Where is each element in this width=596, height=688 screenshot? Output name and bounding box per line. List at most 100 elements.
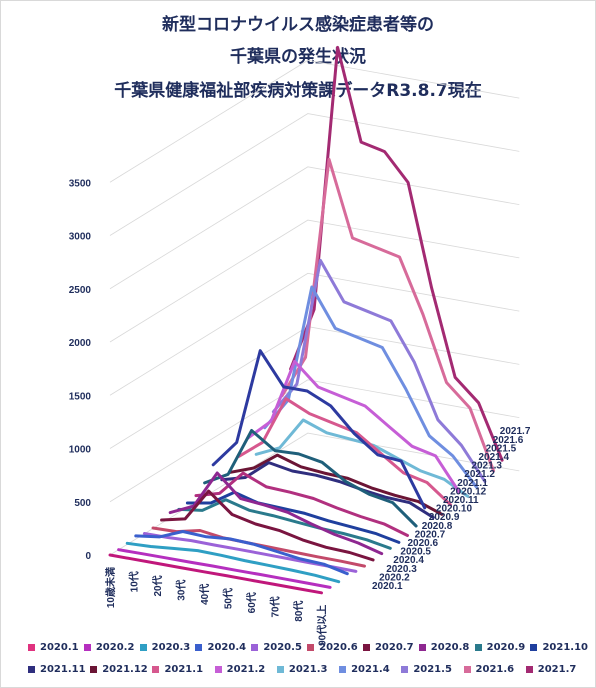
legend-label: 2021.2 <box>226 663 266 675</box>
depth-tick-label: 2020.6 <box>408 538 439 549</box>
y-tick-label: 3000 <box>69 232 92 243</box>
depth-tick-label: 2021.6 <box>493 435 524 446</box>
series-line-2021.7 <box>263 285 478 489</box>
legend-item: 2020.5 <box>251 642 307 653</box>
depth-axis-ticks: 2020.12020.22020.32020.42020.52020.62020… <box>372 426 531 592</box>
depth-tick-label: 2020.12 <box>450 486 487 497</box>
series-line-2020.12 <box>203 429 418 528</box>
legend-item: 2021.6 <box>463 663 526 675</box>
legend-label: 2020.4 <box>207 641 247 653</box>
x-tick-label: 60代 <box>245 592 258 613</box>
depth-tick-label: 2020.1 <box>372 581 403 592</box>
series-line-2020.3 <box>125 541 341 584</box>
legend-label: 2020.6 <box>319 641 358 653</box>
legend-swatch <box>251 643 259 651</box>
depth-tick-label: 2020.3 <box>386 564 417 575</box>
legend-item: 2020.1 <box>28 642 84 653</box>
gridline <box>109 219 520 343</box>
depth-tick-label: 2020.8 <box>422 521 453 532</box>
y-tick-label: 2500 <box>69 285 92 296</box>
series-lines <box>108 45 504 595</box>
legend-swatch <box>362 643 370 651</box>
depth-tick-label: 2020.2 <box>379 572 410 583</box>
legend-label: 2020.9 <box>486 641 526 653</box>
legend-item: 2020.4 <box>195 642 251 653</box>
legend-label: 2020.5 <box>263 641 302 653</box>
legend-item: 2021.12 <box>90 664 152 675</box>
legend-label: 2021.5 <box>413 663 452 675</box>
legend-swatch <box>418 643 426 651</box>
depth-tick-label: 2020.9 <box>429 512 460 523</box>
y-tick-label: 500 <box>74 498 91 509</box>
depth-tick-label: 2020.11 <box>443 495 479 506</box>
legend-label: 2021.6 <box>475 663 515 675</box>
y-axis-ticks: 0 500 1000 1500 2000 2500 3000 3500 <box>69 178 92 562</box>
series-line-2020.1 <box>108 553 323 595</box>
legend-swatch <box>339 665 347 673</box>
y-tick-label: 1000 <box>69 445 92 456</box>
depth-tick-label: 2021.4 <box>479 452 510 463</box>
legend-label: 2020.3 <box>151 641 191 653</box>
series-line-2020.11 <box>194 471 409 537</box>
legend-swatch <box>28 643 35 651</box>
legend-label: 2021.11 <box>40 663 86 675</box>
series-line-2021.5 <box>246 359 461 494</box>
chart-title-line-2: 千葉県の発生状況 <box>230 47 366 67</box>
legend-item: 2020.7 <box>362 641 419 653</box>
legend-swatch <box>525 665 533 673</box>
series-line-2020.9 <box>177 498 392 550</box>
legend-item: 2020.8 <box>418 641 475 653</box>
x-tick-label: 10歳未満 <box>104 567 117 608</box>
legend-row: 2020.1 2020.2 2020.3 2020.4 2020.5 2020.6 2020… <box>28 636 588 658</box>
legend-item: 2020.3 <box>139 641 196 653</box>
depth-tick-label: 2021.1 <box>457 478 488 489</box>
legend-item: 2021.11 <box>28 664 90 675</box>
legend-label: 2021.4 <box>351 663 390 675</box>
legend-label: 2020.7 <box>374 641 414 653</box>
gridline <box>109 59 520 183</box>
x-tick-label: 30代 <box>175 580 188 601</box>
depth-tick-label: 2021.5 <box>486 443 517 454</box>
legend-swatch <box>90 665 98 673</box>
legend-swatch <box>307 643 315 651</box>
legend-item: 2021.2 <box>214 663 277 675</box>
x-tick-label: 10代 <box>128 571 141 592</box>
x-tick-label: 20代 <box>151 575 164 596</box>
legend-item: 2021.10 <box>530 642 588 653</box>
gridline <box>109 113 520 236</box>
legend-swatch <box>276 665 284 673</box>
depth-tick-label: 2021.3 <box>471 461 502 472</box>
series-line-2020.4 <box>134 530 349 576</box>
chart-title-line-3: 千葉県健康福祉部疾病対策課データR3.8.7現在 <box>114 81 482 101</box>
legend-swatch <box>401 665 409 673</box>
legend-swatch <box>139 643 147 651</box>
legend-label: 2021.12 <box>102 663 148 675</box>
legend-item: 2021.4 <box>339 664 401 675</box>
x-tick-label: 40代 <box>198 584 211 605</box>
legend-item: 2021.5 <box>401 664 463 675</box>
gridline <box>109 432 520 556</box>
legend-item: 2021.1 <box>152 664 214 675</box>
x-axis-ticks: 10歳未満 10代 20代 30代 40代 50代 60代 70代 80代 90代以上 <box>104 567 329 646</box>
depth-tick-label: 2020.4 <box>393 555 424 566</box>
depth-tick-label: 2021.2 <box>464 469 495 480</box>
legend-swatch <box>152 665 160 673</box>
legend-item: 2020.6 <box>307 642 363 653</box>
series-line-2021.1 <box>211 349 427 510</box>
legend-label: 2020.2 <box>95 641 135 653</box>
legend-label: 2020.8 <box>430 641 470 653</box>
chart-title-line-1: 新型コロナウイルス感染症患者等の <box>162 15 434 35</box>
legend-swatch <box>28 665 35 673</box>
gridline <box>109 326 520 449</box>
y-tick-label: 1500 <box>69 391 92 402</box>
legend-label: 2020.1 <box>40 641 79 653</box>
series-line-2020.10 <box>185 490 401 544</box>
series-line-2021.3 <box>228 453 444 516</box>
y-tick-label: 2000 <box>69 338 92 349</box>
legend-label: 2021.3 <box>288 663 328 675</box>
legend-swatch <box>474 643 482 651</box>
depth-tick-label: 2020.7 <box>415 529 446 540</box>
legend-swatch <box>195 643 203 651</box>
legend: 2020.1 2020.2 2020.3 2020.4 2020.5 2020.6 2020… <box>28 636 588 680</box>
